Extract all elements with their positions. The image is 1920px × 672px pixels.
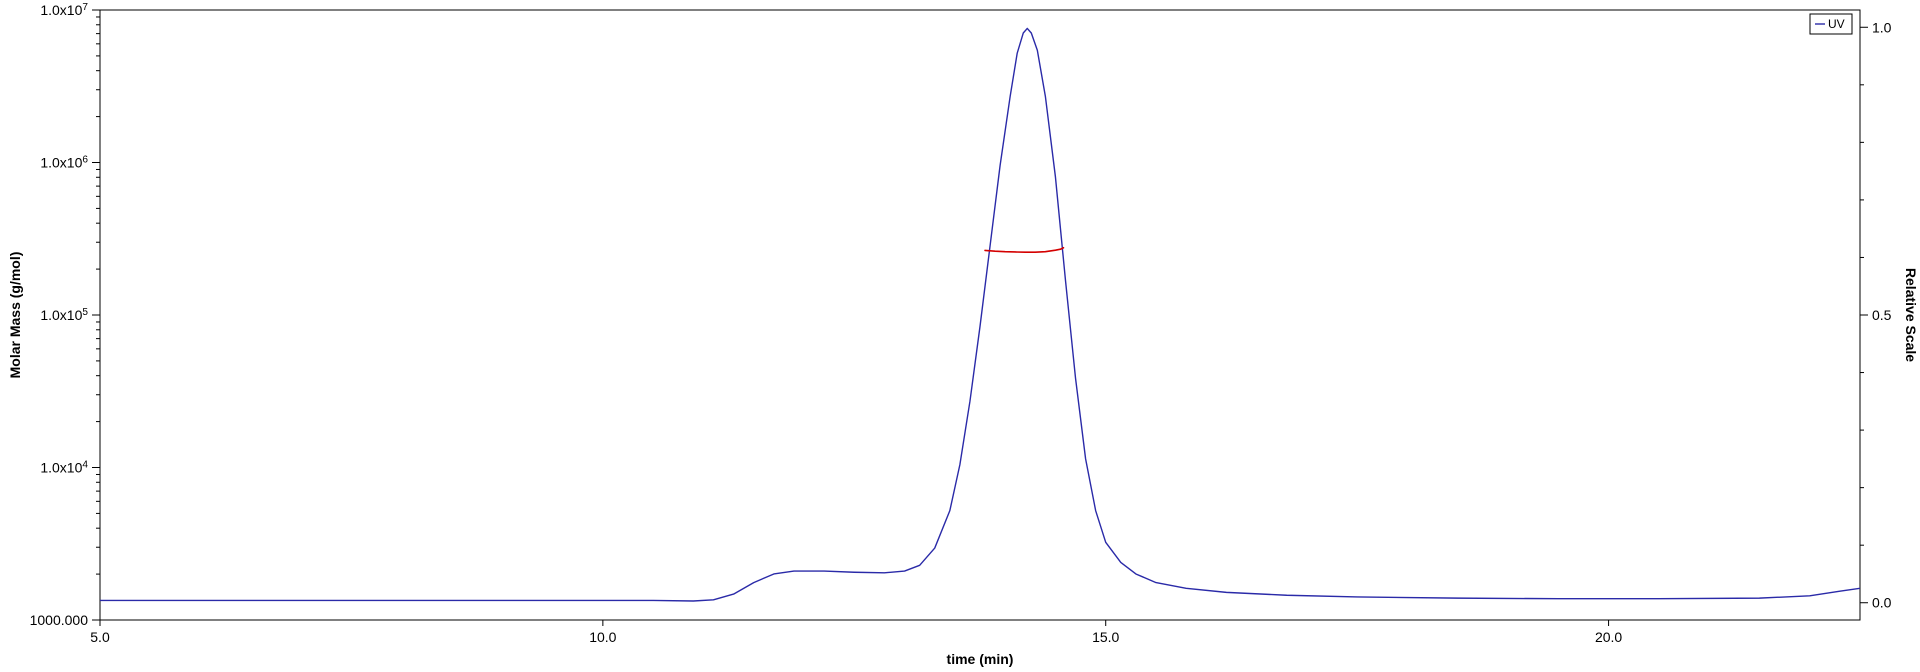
legend-label: UV [1828, 17, 1845, 31]
molar-mass-trace [985, 248, 1063, 252]
yleft-tick-label: 1.0x106 [40, 154, 88, 171]
plot-border [100, 10, 1860, 620]
yleft-tick-label: 1.0x105 [40, 307, 88, 324]
yright-tick-label: 1.0 [1872, 19, 1892, 35]
x-tick-label: 15.0 [1092, 629, 1119, 645]
yright-tick-label: 0.5 [1872, 307, 1892, 323]
yleft-tick-label: 1.0x107 [40, 2, 88, 19]
yleft-axis-label: Molar Mass (g/mol) [7, 252, 23, 379]
yleft-tick-label: 1.0x104 [40, 459, 88, 476]
x-axis-label: time (min) [947, 651, 1014, 667]
sec-mals-chromatogram: 5.0 10.0 15.0 20.0 time (min) 1000.000 1.0x104… [0, 0, 1920, 672]
yright-axis-label: Relative Scale [1903, 268, 1919, 362]
chart-svg: 5.0 10.0 15.0 20.0 time (min) 1000.000 1.0x104… [0, 0, 1920, 672]
yright-tick-label: 0.0 [1872, 595, 1892, 611]
x-tick-label: 5.0 [90, 629, 110, 645]
x-tick-label: 20.0 [1595, 629, 1622, 645]
x-tick-label: 10.0 [589, 629, 616, 645]
uv-trace [100, 28, 1860, 601]
yleft-tick-label: 1000.000 [30, 612, 89, 628]
